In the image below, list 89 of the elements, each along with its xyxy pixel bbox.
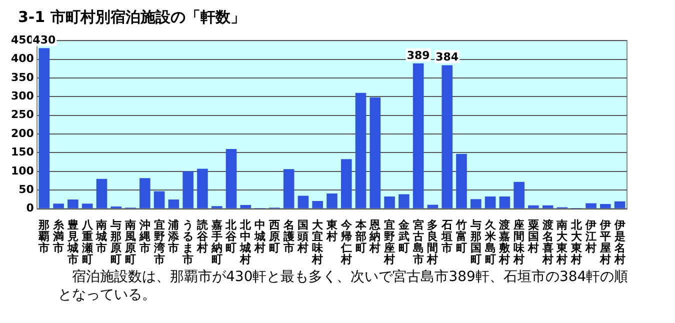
bar — [312, 200, 323, 208]
data-label: 389 — [406, 48, 430, 62]
bar — [499, 196, 510, 208]
x-tick-label: 南大東村 — [556, 218, 569, 266]
bar — [283, 169, 294, 208]
x-tick-label: 宮古島市 — [412, 218, 424, 266]
x-tick-label: 名護市 — [282, 218, 294, 255]
x-tick-label: 南風原町 — [124, 218, 136, 266]
bar — [528, 205, 539, 208]
x-tick-label: 今帰仁村 — [340, 218, 353, 266]
x-tick-label: 大宜味村 — [311, 218, 324, 266]
bar — [600, 204, 611, 208]
x-tick-label: 読谷村 — [196, 218, 209, 255]
x-tick-label: 伊是名村 — [613, 218, 626, 266]
x-tick-label: 糸満市 — [52, 218, 66, 255]
y-tick-label: 50 — [18, 182, 34, 196]
bar — [226, 148, 237, 208]
x-tick-label: 久米島町 — [484, 218, 497, 266]
x-tick-label: 八重瀬町 — [80, 218, 94, 266]
x-tick-label: 国頭村 — [296, 218, 309, 255]
bar — [326, 193, 338, 208]
chart-title: 3-1 市町村別宿泊施設の「軒数」 — [18, 8, 246, 27]
data-label: 430 — [32, 33, 56, 46]
x-tick-label: 宜野湾市 — [152, 218, 166, 266]
bar — [355, 92, 366, 208]
x-tick-label: 与那原町 — [110, 218, 122, 266]
x-tick-label: 浦添市 — [167, 218, 180, 255]
x-tick-label: 伊平屋村 — [598, 218, 611, 266]
x-tick-label: 沖縄市 — [138, 218, 150, 255]
x-tick-label: 恩納村 — [368, 218, 382, 255]
data-label: 384 — [436, 50, 459, 64]
y-tick-label: 0 — [26, 202, 34, 215]
x-tick-label: 渡嘉敷村 — [498, 218, 512, 266]
bar — [514, 182, 524, 208]
x-tick-label: 伊江村 — [584, 218, 597, 255]
y-tick-label: 350 — [10, 70, 34, 84]
bar — [68, 199, 78, 208]
x-tick-label: 本部町 — [354, 218, 368, 255]
bar — [586, 203, 596, 208]
bar — [384, 196, 395, 208]
y-tick-label: 250 — [10, 108, 34, 122]
x-tick-label: 東村 — [325, 218, 338, 243]
bar — [340, 159, 352, 208]
x-tick-label: 座間味村 — [512, 218, 526, 266]
bar — [53, 204, 64, 208]
bar — [168, 199, 180, 208]
x-tick-label: 多良間村 — [426, 218, 438, 266]
bar — [182, 171, 194, 208]
bar — [140, 178, 150, 208]
x-tick-label: うるま市 — [182, 218, 194, 266]
x-tick-label: 北谷町 — [224, 218, 238, 255]
y-tick-label: 400 — [10, 52, 34, 66]
x-tick-label: 北大東村 — [570, 218, 584, 266]
bar — [542, 205, 554, 208]
bar — [240, 205, 252, 208]
bar — [82, 204, 93, 208]
x-tick-label: 西原町 — [268, 218, 280, 255]
text: 宿泊施設数は、那覇市が430軒と最も多く、次いで宮古島市389軒、石垣市の384軒の順となっている。 — [58, 269, 630, 304]
x-tick-label: 豊見城市 — [66, 218, 78, 266]
y-tick-label: 300 — [10, 90, 34, 103]
x-tick-label: 中城村 — [254, 218, 266, 255]
bar — [470, 199, 482, 208]
x-tick-label: 那覇市 — [38, 218, 50, 255]
bar — [427, 204, 438, 208]
y-tick-label: 150 — [10, 146, 34, 159]
bar — [197, 168, 208, 208]
bar — [298, 196, 309, 208]
x-tick-label: 竹富町 — [455, 218, 467, 255]
x-tick-label: 与那国町 — [469, 218, 482, 266]
y-tick-label: 100 — [10, 164, 34, 178]
x-tick-label: 粟国村 — [526, 218, 539, 255]
bar — [96, 178, 108, 208]
bar — [484, 196, 496, 208]
bar — [412, 63, 424, 208]
x-tick-label: 北中城村 — [239, 218, 252, 266]
x-tick-label: 嘉手納町 — [210, 218, 222, 266]
bar — [456, 154, 467, 208]
bar — [398, 194, 410, 208]
x-tick-label: 南城市 — [95, 218, 108, 255]
bar — [614, 201, 626, 208]
bar — [154, 191, 165, 208]
bar — [442, 65, 453, 208]
y-tick-label: 200 — [10, 126, 34, 140]
x-tick-label: 宜野座村 — [383, 218, 396, 266]
x-tick-label: 渡名喜村 — [541, 218, 554, 266]
bar — [370, 97, 381, 208]
x-tick-label: 金武町 — [397, 218, 410, 255]
bar — [38, 48, 50, 208]
x-tick-label: 石垣市 — [440, 218, 453, 255]
